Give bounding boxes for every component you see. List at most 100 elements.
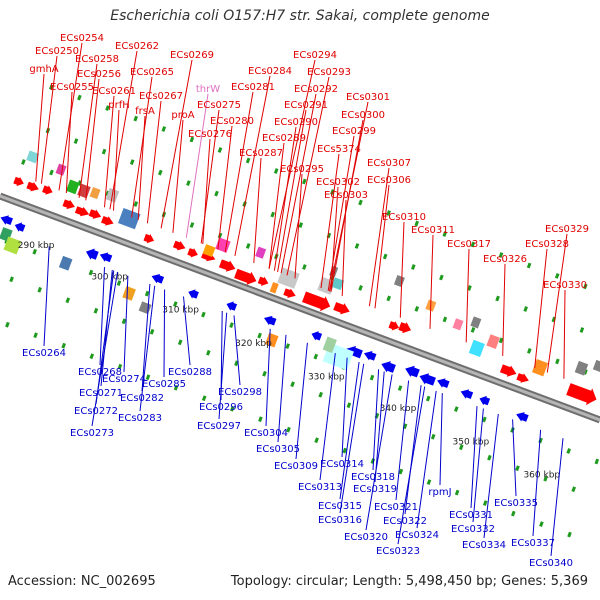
accession-text: Accession: NC_002695 bbox=[8, 574, 156, 589]
reverse-leader-line bbox=[139, 285, 156, 412]
reverse-leader-line bbox=[100, 269, 113, 387]
scale-tick-dot bbox=[89, 353, 95, 360]
forward-gene-arrow bbox=[143, 233, 155, 244]
reverse-gene-arrow bbox=[460, 389, 474, 399]
scale-tick-dot bbox=[318, 391, 323, 398]
reverse-gene-arrow bbox=[14, 222, 26, 232]
scale-tick-dot bbox=[9, 276, 14, 283]
scale-tick-dot bbox=[245, 243, 251, 249]
feature-box bbox=[486, 334, 500, 350]
reverse-gene-label: ECs0305 bbox=[256, 444, 300, 455]
forward-leader-line bbox=[273, 126, 297, 271]
scale-tick-dot bbox=[258, 416, 263, 423]
reverse-leader-line bbox=[43, 246, 50, 347]
kbp-tick-label: 330 kbp bbox=[308, 373, 345, 383]
forward-gene-label: thrW bbox=[196, 84, 220, 95]
reverse-leader-line bbox=[218, 312, 228, 420]
scale-tick-dot bbox=[262, 370, 267, 377]
forward-leader-line bbox=[160, 59, 193, 229]
scale-tick-dot bbox=[414, 306, 420, 312]
scale-tick-dot bbox=[32, 248, 37, 255]
forward-leader-line bbox=[104, 95, 115, 208]
forward-leader-line bbox=[429, 234, 434, 329]
reverse-leader-line bbox=[141, 283, 151, 392]
scale-tick-dot bbox=[498, 252, 504, 258]
scale-tick-dot bbox=[285, 343, 290, 349]
reverse-gene-label: ECs0313 bbox=[298, 482, 342, 493]
reverse-gene-label: ECs0288 bbox=[168, 367, 212, 378]
forward-leader-line bbox=[253, 157, 262, 264]
forward-gene-label: ECs0280 bbox=[210, 116, 254, 127]
forward-gene-arrow bbox=[187, 248, 198, 258]
scale-tick-dot bbox=[538, 437, 543, 444]
reverse-gene-arrow bbox=[226, 301, 238, 311]
reverse-leader-line bbox=[439, 393, 443, 486]
scale-tick-dot bbox=[467, 285, 472, 291]
scale-tick-dot bbox=[346, 402, 352, 409]
reverse-gene-label: ECs0285 bbox=[142, 379, 186, 390]
scale-tick-dot bbox=[21, 159, 26, 165]
reverse-leader-line bbox=[483, 413, 499, 539]
scale-tick-dot bbox=[189, 136, 195, 143]
reverse-leader-line bbox=[339, 363, 365, 514]
kbp-tick-label: 300 kbp bbox=[91, 273, 128, 283]
reverse-gene-label: ECs0283 bbox=[118, 413, 162, 424]
reverse-leader-line bbox=[99, 267, 105, 366]
forward-leader-line bbox=[113, 109, 120, 211]
reverse-gene-arrow bbox=[381, 361, 396, 373]
reverse-leader-line bbox=[265, 328, 271, 427]
scale-tick-dot bbox=[459, 444, 464, 451]
scale-tick-dot bbox=[149, 328, 155, 335]
reverse-gene-label: ECs0315 bbox=[318, 501, 362, 512]
forward-gene-arrow bbox=[398, 322, 412, 334]
feature-box bbox=[26, 150, 40, 164]
scale-tick-dot bbox=[229, 322, 234, 328]
feature-box bbox=[592, 359, 600, 373]
scale-tick-dot bbox=[515, 465, 520, 472]
reverse-gene-arrow bbox=[346, 345, 363, 359]
forward-leader-line bbox=[137, 115, 146, 220]
feature-box bbox=[452, 318, 464, 331]
forward-gene-arrow bbox=[499, 364, 517, 377]
scale-tick-dot bbox=[298, 222, 304, 228]
scale-tick-dot bbox=[527, 348, 532, 354]
reverse-leader-line bbox=[472, 408, 484, 523]
scale-tick-dot bbox=[526, 262, 532, 269]
scale-tick-dot bbox=[411, 264, 416, 270]
forward-gene-arrow bbox=[62, 199, 75, 210]
forward-gene-label: ECs0310 bbox=[382, 212, 426, 223]
reverse-leader-line bbox=[365, 374, 393, 531]
scale-tick-dot bbox=[302, 178, 307, 185]
forward-gene-arrow bbox=[333, 302, 350, 315]
scale-tick-dot bbox=[414, 220, 419, 227]
scale-tick-dot bbox=[5, 321, 10, 328]
feature-box bbox=[138, 301, 152, 315]
forward-leader-line bbox=[546, 233, 568, 373]
scale-tick-dot bbox=[286, 426, 291, 433]
forward-gene-arrow bbox=[566, 383, 597, 406]
reverse-leader-line bbox=[183, 296, 191, 366]
reverse-leader-line bbox=[397, 386, 426, 545]
kbp-tick-label: 340 kbp bbox=[380, 404, 417, 414]
scale-tick-dot bbox=[330, 189, 335, 195]
reverse-leader-line bbox=[404, 385, 422, 515]
feature-box bbox=[202, 244, 216, 257]
scale-tick-dot bbox=[425, 395, 431, 402]
feature-box bbox=[89, 187, 101, 200]
feature-box bbox=[117, 208, 141, 230]
reverse-gene-arrow bbox=[479, 395, 491, 406]
feature-box bbox=[470, 316, 482, 329]
forward-leader-line bbox=[368, 167, 390, 307]
backbone bbox=[0, 194, 600, 422]
forward-leader-line bbox=[341, 199, 347, 297]
reverse-gene-label: ECs0322 bbox=[383, 516, 427, 527]
reverse-gene-label: ECs0273 bbox=[70, 428, 114, 439]
scale-tick-dot bbox=[49, 169, 54, 176]
forward-leader-line bbox=[35, 73, 45, 182]
scale-tick-dot bbox=[539, 521, 544, 527]
forward-gene-label: ECs0255 bbox=[50, 82, 94, 93]
scale-tick-dot bbox=[230, 405, 235, 412]
reverse-leader-line bbox=[319, 353, 336, 481]
scale-tick-dot bbox=[121, 318, 127, 325]
